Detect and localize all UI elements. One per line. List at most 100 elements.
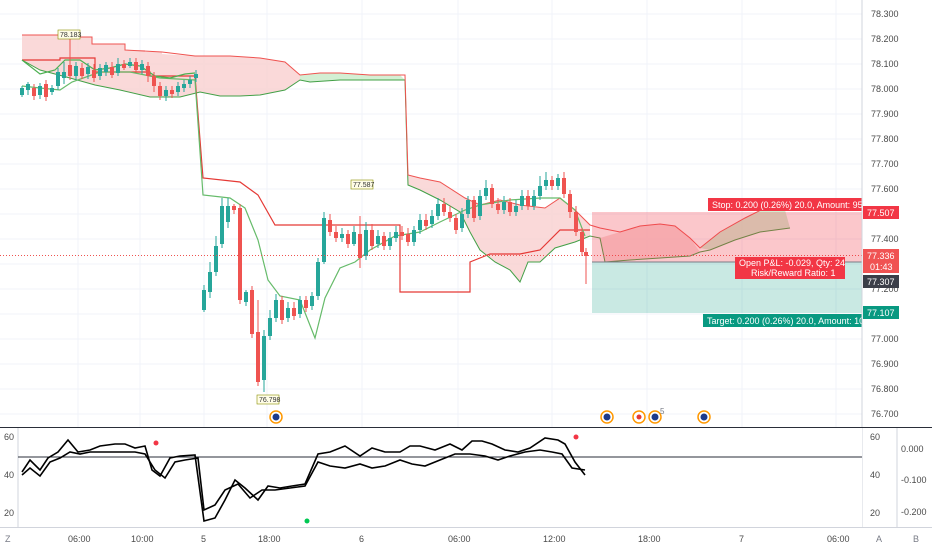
indicator-pane[interactable]: 60 40 20 60 40 20 0.000 -0.100 -0.200 xyxy=(4,428,927,527)
candle-body xyxy=(116,64,120,73)
candle-body xyxy=(304,300,308,308)
mid-marker-box xyxy=(350,179,374,190)
candle-body xyxy=(44,84,48,97)
b-button[interactable]: B xyxy=(913,534,919,544)
time-tick: 18:00 xyxy=(258,534,281,544)
candle-body xyxy=(316,262,320,296)
candle-body xyxy=(346,234,350,244)
auto-scale-button[interactable]: A xyxy=(876,534,882,544)
low-marker-box xyxy=(256,394,280,405)
candle-body xyxy=(574,212,578,232)
event-count: 5 xyxy=(660,407,665,416)
candle-body xyxy=(562,178,566,194)
candle-body xyxy=(388,238,392,246)
candle-body xyxy=(412,230,416,242)
target-label-bg xyxy=(703,314,862,327)
candle-body xyxy=(526,196,530,206)
time-axis-bg xyxy=(0,527,932,550)
price-tick: 77.000 xyxy=(871,334,899,344)
candle-body xyxy=(262,336,266,380)
candle-body xyxy=(298,300,302,314)
time-tick: 7 xyxy=(739,534,744,544)
flag-au-fill xyxy=(700,413,708,421)
candle-body xyxy=(508,202,512,212)
high-marker: 78.183 xyxy=(60,32,82,39)
indicator-left-tick: 60 xyxy=(4,432,14,442)
candle-body xyxy=(128,62,132,66)
cloud-bear-2 xyxy=(405,80,590,282)
signal-dot-red xyxy=(573,434,579,440)
candle-body xyxy=(484,188,488,196)
senkou-b-line xyxy=(22,34,786,249)
candle-body xyxy=(472,200,476,218)
candle-body xyxy=(202,290,206,310)
countdown: 01:43 xyxy=(870,262,893,272)
tenkan-line xyxy=(21,71,586,340)
indicator-right-tick: 60 xyxy=(870,432,880,442)
candle-body xyxy=(358,234,362,258)
candle-body xyxy=(568,194,572,212)
indicator-far-right-tick: -0.100 xyxy=(901,475,927,485)
zoom-toggle[interactable]: Z xyxy=(5,534,11,544)
candle-body xyxy=(460,214,464,228)
candle-body xyxy=(538,186,542,196)
time-axis[interactable]: 06:00 10:00 5 18:00 6 06:00 12:00 18:00 7 06:00 Z… xyxy=(0,527,932,550)
candle-body xyxy=(80,68,84,76)
candle-body xyxy=(364,230,368,256)
signal-dot-green xyxy=(304,518,310,524)
time-tick: 06:00 xyxy=(68,534,91,544)
candle-body xyxy=(256,332,260,382)
candle-body xyxy=(56,72,60,86)
candle-body xyxy=(286,308,290,318)
entry-price: 77.307 xyxy=(867,277,895,287)
candle-body xyxy=(176,86,180,92)
candle-body xyxy=(514,206,518,212)
flag-au-fill xyxy=(603,413,611,421)
low-marker: 76.798 xyxy=(259,397,281,404)
candle-body xyxy=(26,84,30,90)
price-axis[interactable]: 78.300 78.200 78.100 78.000 77.900 77.800 77.7… xyxy=(861,0,932,527)
price-tick: 77.600 xyxy=(871,184,899,194)
price-tick: 78.200 xyxy=(871,34,899,44)
candle-body xyxy=(340,234,344,238)
candle-body xyxy=(436,204,440,216)
candle-body xyxy=(292,308,296,316)
price-tick: 78.100 xyxy=(871,59,899,69)
candle-body xyxy=(182,84,186,88)
candle-body xyxy=(220,206,224,244)
stop-price-tag xyxy=(863,206,899,219)
candle-body xyxy=(232,206,236,210)
candle-body xyxy=(394,232,398,238)
candle-body xyxy=(442,204,446,212)
candle-body xyxy=(62,72,66,78)
candle-body xyxy=(382,236,386,246)
candle-body xyxy=(32,88,36,96)
price-tick: 76.700 xyxy=(871,409,899,419)
candle-body xyxy=(328,220,332,232)
time-tick: 18:00 xyxy=(638,534,661,544)
candle-body xyxy=(86,67,90,74)
candle-body xyxy=(532,196,536,206)
candle-body xyxy=(110,67,114,75)
candle-body xyxy=(370,230,374,246)
indicator-left-tick: 20 xyxy=(4,508,14,518)
pnl-label-bg xyxy=(735,257,845,279)
indicator-far-right-tick: 0.000 xyxy=(901,444,924,454)
time-tick: 5 xyxy=(201,534,206,544)
flag-au-fill xyxy=(651,413,659,421)
candle-body xyxy=(146,66,150,76)
high-marker-box xyxy=(57,29,81,40)
stop-zone[interactable] xyxy=(592,212,862,262)
pnl-label: Open P&L: -0.029, Qty: 24 xyxy=(739,258,845,268)
current-price: 77.336 xyxy=(867,251,895,261)
signal-dot-red xyxy=(153,440,159,446)
time-tick: 6 xyxy=(359,534,364,544)
stop-label: Stop: 0.200 (0.26%) 20.0, Amount: 95 xyxy=(712,200,863,210)
entry-price-tag xyxy=(863,275,899,288)
candle-body xyxy=(244,292,248,302)
candle-body xyxy=(238,208,242,300)
price-tick: 77.800 xyxy=(871,134,899,144)
candle-body xyxy=(208,272,212,292)
cloud-bear-3 xyxy=(600,224,700,262)
